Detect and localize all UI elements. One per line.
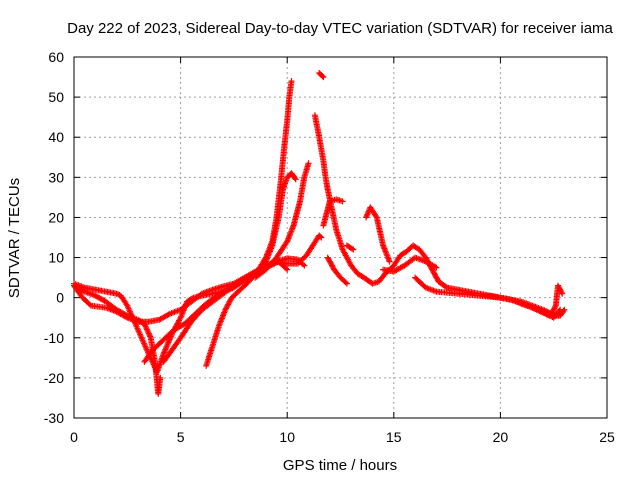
data-point xyxy=(319,73,326,80)
data-point xyxy=(342,279,349,286)
y-tick-label: -10 xyxy=(44,330,64,346)
x-tick-label: 5 xyxy=(177,429,185,445)
series-track-n xyxy=(380,254,440,275)
x-tick-label: 15 xyxy=(386,429,402,445)
y-tick-label: -20 xyxy=(44,370,64,386)
series-track-g xyxy=(252,160,312,281)
data-points xyxy=(71,70,568,397)
series-track-i xyxy=(316,70,327,81)
data-point xyxy=(320,74,327,81)
data-point xyxy=(288,78,295,85)
y-tick-label: 40 xyxy=(48,129,64,145)
data-point xyxy=(432,263,439,270)
series-track-p xyxy=(486,292,568,319)
plot-frame xyxy=(73,56,608,419)
data-point xyxy=(552,304,559,310)
y-tick-label: 30 xyxy=(48,169,64,185)
data-point xyxy=(123,314,129,320)
data-point xyxy=(542,310,549,317)
series-track-k xyxy=(324,254,350,287)
data-point xyxy=(561,306,568,313)
data-point xyxy=(292,176,299,183)
x-axis-label: GPS time / hours xyxy=(283,457,397,474)
data-point xyxy=(550,306,557,313)
data-point xyxy=(339,198,346,205)
series-track-l xyxy=(343,242,357,253)
data-point xyxy=(318,234,325,241)
data-point xyxy=(560,307,567,314)
x-tick-label: 20 xyxy=(493,429,509,445)
y-tick-label: 50 xyxy=(48,89,64,105)
data-point xyxy=(442,283,449,290)
y-tick-label: 0 xyxy=(56,290,64,306)
data-point xyxy=(80,287,87,294)
x-tick-label: 0 xyxy=(70,429,78,445)
series-track-m xyxy=(363,204,393,265)
data-point xyxy=(343,280,350,287)
data-point xyxy=(433,264,440,271)
data-point xyxy=(291,175,298,182)
x-tick-label: 25 xyxy=(599,429,615,445)
data-point xyxy=(537,308,544,315)
data-point xyxy=(349,245,355,252)
data-point xyxy=(301,262,308,269)
y-tick-label: 10 xyxy=(48,250,64,266)
series-track-j xyxy=(320,196,346,229)
y-tick-label: 20 xyxy=(48,209,64,225)
data-point xyxy=(284,266,291,273)
chart-title: Day 222 of 2023, Sidereal Day-to-day VTE… xyxy=(67,20,613,37)
series-track-f xyxy=(203,78,295,369)
data-point xyxy=(157,374,164,381)
data-point xyxy=(283,265,289,272)
data-point xyxy=(305,160,312,167)
axes xyxy=(73,56,608,419)
tick-labels: 0 5 10 15 20 25 -30 -20 -10 0 10 20 30 40 50 60 xyxy=(44,49,615,445)
data-point xyxy=(529,304,536,311)
data-point xyxy=(386,258,393,265)
y-tick-label: 60 xyxy=(48,49,64,65)
data-point xyxy=(300,261,306,268)
y-axis-label: SDTVAR / TECUs xyxy=(6,178,23,298)
data-point xyxy=(350,246,357,253)
x-tick-label: 10 xyxy=(279,429,295,445)
y-tick-label: -30 xyxy=(44,410,64,426)
data-point xyxy=(317,233,324,240)
data-point xyxy=(556,285,563,292)
data-point xyxy=(559,290,566,297)
